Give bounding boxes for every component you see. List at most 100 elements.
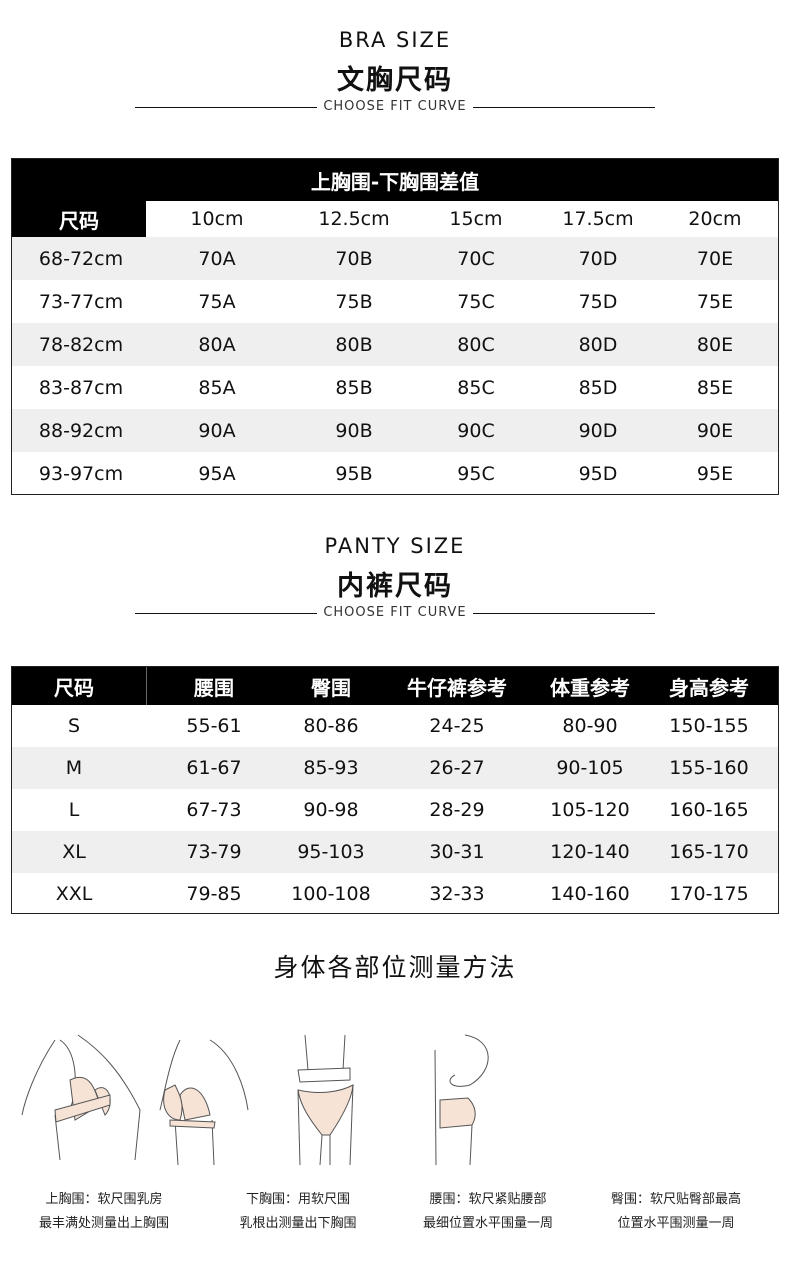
bra-column-header: 17.5cm bbox=[562, 208, 634, 230]
table-cell: 100-108 bbox=[291, 883, 371, 905]
under-bust-illustration bbox=[159, 1039, 249, 1166]
bra-column-header: 12.5cm bbox=[318, 208, 390, 230]
bra-column-header: 10cm bbox=[190, 208, 244, 230]
caption-line1: 臀围：软尺贴臀部最高 bbox=[610, 1192, 741, 1207]
table-cell: 160-165 bbox=[669, 799, 749, 821]
table-cell: 90B bbox=[335, 419, 373, 442]
table-cell: 85A bbox=[198, 376, 236, 399]
table-row: 68-72cm 70A 70B 70C 70D 70E bbox=[12, 237, 778, 280]
panty-header-row: 尺码 腰围 臀围 牛仔裤参考 体重参考 身高参考 bbox=[12, 667, 778, 705]
table-cell: 24-25 bbox=[429, 715, 485, 737]
panty-subtitle: CHOOSE FIT CURVE bbox=[135, 605, 655, 620]
table-cell: 75E bbox=[696, 290, 734, 313]
table-cell: 26-27 bbox=[429, 757, 485, 779]
panty-title-cn: 内裤尺码 bbox=[337, 571, 453, 602]
table-cell: 95E bbox=[696, 462, 734, 485]
table-cell: 79-85 bbox=[186, 883, 242, 905]
table-cell: 93-97cm bbox=[38, 462, 124, 485]
table-row: XXL 79-85 100-108 32-33 140-160 170-175 bbox=[12, 873, 778, 915]
table-cell: 90A bbox=[198, 419, 236, 442]
table-cell: 70A bbox=[198, 247, 236, 270]
waist-illustration bbox=[297, 1034, 354, 1166]
table-cell: 75C bbox=[457, 290, 495, 313]
table-cell: 80-86 bbox=[303, 715, 359, 737]
table-cell: 75A bbox=[198, 290, 236, 313]
panty-column-header: 身高参考 bbox=[669, 675, 749, 700]
caption-line2: 最细位置水平围量一周 bbox=[422, 1216, 553, 1231]
table-cell: 85D bbox=[578, 376, 618, 399]
table-cell: XXL bbox=[55, 883, 93, 905]
bra-subtitle: CHOOSE FIT CURVE bbox=[135, 99, 655, 114]
table-row: 83-87cm 85A 85B 85C 85D 85E bbox=[12, 366, 778, 409]
table-cell: 70C bbox=[457, 247, 495, 270]
caption-line1: 上胸围：软尺围乳房 bbox=[45, 1192, 163, 1207]
table-cell: 32-33 bbox=[429, 883, 485, 905]
table-cell: 80-90 bbox=[562, 715, 618, 737]
bra-group-header: 上胸围-下胸围差值 bbox=[12, 159, 778, 201]
table-cell: XL bbox=[62, 841, 86, 863]
measurement-illustrations bbox=[21, 1034, 489, 1166]
table-cell: 78-82cm bbox=[38, 333, 124, 356]
table-cell: 90-98 bbox=[303, 799, 359, 821]
table-cell: M bbox=[65, 757, 83, 779]
table-cell: L bbox=[68, 799, 80, 821]
bra-header-row: 尺码 10cm 12.5cm 15cm 17.5cm 20cm bbox=[12, 201, 778, 237]
table-row: 88-92cm 90A 90B 90C 90D 90E bbox=[12, 409, 778, 452]
table-cell: 155-160 bbox=[669, 757, 749, 779]
table-row: XL 73-79 95-103 30-31 120-140 165-170 bbox=[12, 831, 778, 873]
caption-line1: 腰围：软尺紧贴腰部 bbox=[429, 1192, 547, 1207]
measure-caption: 下胸围：用软尺围 乳根出测量出下胸围 bbox=[203, 1188, 393, 1236]
bra-size-table: 上胸围-下胸围差值 尺码 10cm 12.5cm 15cm 17.5cm 20cm 68-7… bbox=[11, 158, 779, 495]
panty-column-header: 腰围 bbox=[194, 675, 234, 700]
table-cell: 140-160 bbox=[550, 883, 630, 905]
table-cell: 70E bbox=[696, 247, 734, 270]
table-cell: 105-120 bbox=[550, 799, 630, 821]
table-cell: 95D bbox=[578, 462, 618, 485]
table-cell: 55-61 bbox=[186, 715, 242, 737]
caption-line2: 乳根出测量出下胸围 bbox=[239, 1216, 357, 1231]
table-row: 73-77cm 75A 75B 75C 75D 75E bbox=[12, 280, 778, 323]
table-cell: 80E bbox=[696, 333, 734, 356]
caption-line2: 位置水平围测量一周 bbox=[617, 1216, 735, 1231]
table-cell: 80A bbox=[198, 333, 236, 356]
table-row: 93-97cm 95A 95B 95C 95D 95E bbox=[12, 452, 778, 495]
table-cell: 67-73 bbox=[186, 799, 242, 821]
measure-caption: 腰围：软尺紧贴腰部 最细位置水平围量一周 bbox=[393, 1188, 583, 1236]
bra-column-header: 尺码 bbox=[12, 201, 146, 237]
table-cell: 75B bbox=[335, 290, 373, 313]
table-cell: 88-92cm bbox=[38, 419, 124, 442]
table-cell: 120-140 bbox=[550, 841, 630, 863]
table-cell: 90E bbox=[696, 419, 734, 442]
panty-size-table: 尺码 腰围 臀围 牛仔裤参考 体重参考 身高参考 S 55-61 80-86 24-25 80-90… bbox=[11, 666, 779, 914]
panty-column-header: 牛仔裤参考 bbox=[407, 675, 507, 700]
bra-column-header: 20cm bbox=[688, 208, 742, 230]
table-row: M 61-67 85-93 26-27 90-105 155-160 bbox=[12, 747, 778, 789]
table-cell: 95C bbox=[457, 462, 495, 485]
measure-caption: 臀围：软尺贴臀部最高 位置水平围测量一周 bbox=[581, 1188, 771, 1236]
table-row: 78-82cm 80A 80B 80C 80D 80E bbox=[12, 323, 778, 366]
table-cell: 90D bbox=[578, 419, 618, 442]
caption-line2: 最丰满处测量出上胸围 bbox=[38, 1216, 169, 1231]
table-cell: 90-105 bbox=[556, 757, 624, 779]
table-cell: 85C bbox=[457, 376, 495, 399]
table-cell: 85-93 bbox=[303, 757, 359, 779]
table-cell: 80C bbox=[457, 333, 495, 356]
hip-illustration bbox=[434, 1034, 489, 1166]
table-cell: 95B bbox=[335, 462, 373, 485]
table-row: L 67-73 90-98 28-29 105-120 160-165 bbox=[12, 789, 778, 831]
table-cell: 70B bbox=[335, 247, 373, 270]
bra-title-cn: 文胸尺码 bbox=[337, 65, 453, 96]
table-cell: 28-29 bbox=[429, 799, 485, 821]
table-cell: 30-31 bbox=[429, 841, 485, 863]
bra-title-en: BRA SIZE bbox=[338, 28, 452, 52]
table-cell: 75D bbox=[578, 290, 618, 313]
table-cell: 85E bbox=[696, 376, 734, 399]
table-cell: 95A bbox=[198, 462, 236, 485]
table-cell: 61-67 bbox=[186, 757, 242, 779]
table-cell: 68-72cm bbox=[38, 247, 124, 270]
table-row: S 55-61 80-86 24-25 80-90 150-155 bbox=[12, 705, 778, 747]
panty-column-header: 臀围 bbox=[311, 675, 351, 700]
column-divider bbox=[146, 667, 147, 705]
table-cell: 95-103 bbox=[297, 841, 365, 863]
table-cell: 85B bbox=[335, 376, 373, 399]
